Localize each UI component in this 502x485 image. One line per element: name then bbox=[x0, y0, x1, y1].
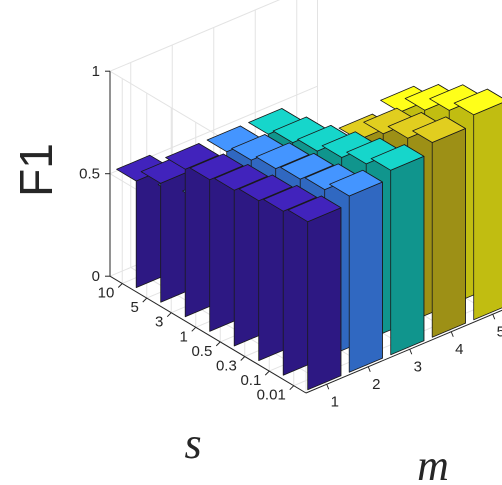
bar-top-face bbox=[214, 164, 268, 191]
s-tick-mark bbox=[289, 385, 295, 391]
bar-m3-s0.01 bbox=[370, 144, 425, 356]
m-tick-mark bbox=[326, 384, 330, 390]
bar-top-face bbox=[370, 144, 425, 171]
bar-m4-s0.01 bbox=[412, 116, 466, 338]
m-tick-label: 3 bbox=[414, 358, 422, 375]
m-tick-label: 4 bbox=[455, 341, 463, 358]
m-tick-mark bbox=[367, 366, 371, 372]
bar-top-face bbox=[263, 185, 317, 212]
bar-top-face bbox=[453, 88, 502, 116]
s-tick-mark bbox=[142, 297, 148, 303]
labels-layer: F1 s m bbox=[10, 143, 449, 485]
bar-top-face bbox=[280, 152, 334, 180]
s-tick-mark bbox=[240, 356, 246, 361]
bar-m1-s0.01 bbox=[287, 195, 342, 391]
bar-m2-s0.01 bbox=[329, 169, 383, 373]
s-tick-mark bbox=[191, 326, 197, 332]
z-tick-label: 0.5 bbox=[79, 166, 100, 183]
bar-top-face bbox=[287, 195, 342, 223]
s-axis-line bbox=[109, 275, 307, 394]
bar-front-face bbox=[307, 207, 342, 391]
bar-top-face bbox=[329, 169, 383, 197]
s-tick-label: 0.5 bbox=[191, 343, 212, 360]
s-tick-label: 3 bbox=[155, 314, 163, 331]
bar-front-face bbox=[390, 155, 425, 356]
bar-front-face bbox=[473, 102, 502, 321]
z-tick-label: 1 bbox=[92, 63, 100, 80]
z-axis-label: F1 bbox=[10, 143, 62, 197]
s-tick-mark bbox=[117, 283, 123, 288]
m-tick-label: 2 bbox=[372, 376, 380, 393]
s-tick-mark bbox=[166, 312, 172, 318]
bar-top-face bbox=[412, 116, 466, 143]
bar-top-face bbox=[165, 143, 219, 170]
bar-m5-s0.01 bbox=[453, 88, 502, 321]
m-tick-mark bbox=[492, 314, 496, 320]
s-tick-label: 0.01 bbox=[257, 387, 286, 404]
s-tick-mark bbox=[264, 370, 270, 376]
s-tick-label: 5 bbox=[130, 299, 138, 316]
bar-top-face bbox=[255, 142, 310, 170]
s-tick-label: 0.3 bbox=[216, 358, 237, 375]
s-tick-label: 0.1 bbox=[240, 372, 261, 389]
s-tick-label: 10 bbox=[98, 285, 115, 302]
m-axis-label: m bbox=[417, 441, 449, 485]
m-tick-mark bbox=[409, 349, 413, 355]
bar-front-face bbox=[431, 128, 466, 338]
m-tick-mark bbox=[450, 331, 454, 337]
bar-top-face bbox=[238, 174, 293, 202]
bar-front-face bbox=[348, 181, 383, 373]
bars-layer bbox=[116, 84, 502, 391]
s-axis-label: s bbox=[184, 419, 201, 468]
s-tick-label: 1 bbox=[179, 328, 187, 345]
z-tick-label: 0 bbox=[92, 268, 100, 285]
s-tick-mark bbox=[215, 341, 221, 347]
m-tick-label: 1 bbox=[331, 393, 339, 410]
bar-top-face bbox=[189, 153, 244, 181]
m-tick-label: 5 bbox=[497, 323, 502, 340]
